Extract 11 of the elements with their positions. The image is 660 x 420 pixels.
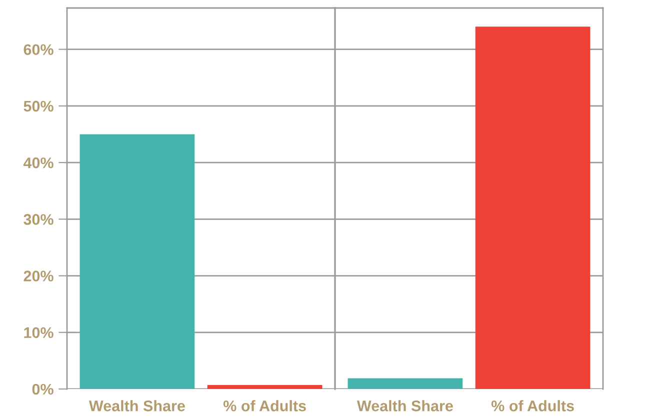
x-tick-label: Wealth Share <box>356 400 453 412</box>
x-tick-label: % of Adults <box>223 400 306 412</box>
y-tick-label: 50% <box>24 100 54 112</box>
y-tick-label: 60% <box>24 44 54 56</box>
y-tick-label: 0% <box>32 384 54 395</box>
y-tick-label: 20% <box>24 270 54 282</box>
y-tick-label: 10% <box>24 327 54 338</box>
y-tick-label: 30% <box>24 214 54 225</box>
x-tick-label: Wealth Share <box>88 400 185 412</box>
y-tick-label: 40% <box>23 157 54 168</box>
x-tick-label: % of Adults <box>491 400 574 412</box>
